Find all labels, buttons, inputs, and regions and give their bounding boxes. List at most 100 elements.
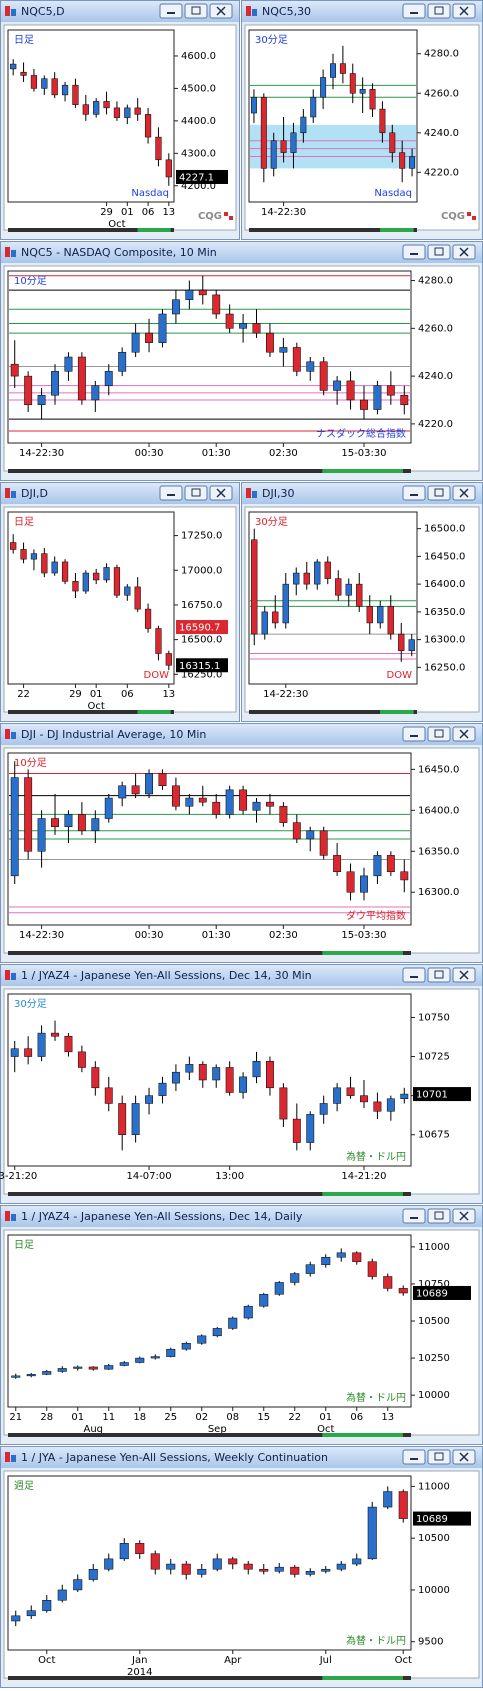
window-title: DJI,D: [21, 487, 48, 500]
scroll-bar[interactable]: [8, 228, 174, 232]
candle-body: [131, 1103, 140, 1135]
maximize-button[interactable]: [427, 1208, 451, 1224]
button-glyph: [167, 12, 175, 14]
candle-body: [26, 1374, 36, 1377]
maximize-button[interactable]: [427, 1449, 451, 1465]
x-tick-label: 14-22:30: [19, 930, 64, 941]
scroll-bar[interactable]: [8, 469, 411, 473]
minimize-button[interactable]: [159, 485, 183, 501]
minimize-button[interactable]: [402, 967, 426, 983]
logo: CQG: [441, 211, 465, 222]
candle-body: [93, 572, 100, 581]
scroll-bar[interactable]: [249, 710, 417, 714]
title-bar: [1, 724, 482, 745]
candle-body: [135, 1543, 145, 1554]
candle-body: [88, 1366, 98, 1370]
candle-body: [145, 332, 153, 343]
app-icon: [5, 488, 10, 498]
candle-body: [91, 385, 100, 401]
scroll-bar[interactable]: [8, 710, 174, 714]
minimize-button[interactable]: [402, 726, 426, 742]
candle-body: [212, 1558, 222, 1570]
price-tag-label: 10701: [416, 1090, 448, 1101]
maximize-button[interactable]: [427, 726, 451, 742]
scroll-thumb[interactable]: [137, 710, 171, 714]
candle-body: [93, 101, 100, 115]
app-icon: [11, 1455, 16, 1462]
candle-body: [20, 549, 27, 560]
candle-body: [228, 1317, 238, 1329]
window-title: DJI,30: [262, 487, 294, 500]
plot-area: [248, 511, 418, 685]
candle-body: [379, 108, 386, 134]
scroll-bar[interactable]: [8, 1433, 411, 1437]
maximize-button[interactable]: [427, 967, 451, 983]
app-icon: [5, 1211, 10, 1221]
scroll-thumb[interactable]: [137, 228, 171, 232]
candle-body: [266, 1060, 274, 1089]
scroll-thumb[interactable]: [322, 1676, 403, 1680]
candle-body: [250, 96, 257, 114]
y-tick-label: 4280.0: [418, 276, 453, 287]
x-tick-label: 02: [195, 1412, 208, 1423]
scroll-thumb[interactable]: [322, 1433, 403, 1437]
minimize-button[interactable]: [402, 1449, 426, 1465]
scroll-bar[interactable]: [249, 228, 417, 232]
candle-body: [198, 797, 207, 803]
candle-body: [158, 1082, 167, 1096]
candle-body: [386, 385, 395, 396]
candle-body: [225, 1067, 234, 1093]
scroll-thumb[interactable]: [322, 951, 403, 955]
minimize-button[interactable]: [402, 485, 426, 501]
candle-body: [300, 116, 307, 134]
window-title: 1 / JYA - Japanese Yen-All Sessions, Wee…: [21, 1451, 328, 1464]
chart-note: 30分足: [255, 516, 288, 528]
candle-body: [306, 361, 315, 372]
scroll-thumb[interactable]: [322, 469, 403, 473]
candle-body: [26, 1610, 36, 1617]
candle-body: [336, 1563, 346, 1570]
y-tick-label: 10675: [418, 1130, 450, 1141]
candle-body: [11, 1375, 21, 1378]
x-tick-label: 00:30: [135, 448, 164, 459]
scroll-thumb[interactable]: [380, 710, 414, 714]
y-tick-label: 16450.0: [418, 764, 459, 775]
candle-body: [260, 96, 267, 169]
scroll-bar[interactable]: [8, 1676, 411, 1680]
y-tick-label: 4300.0: [181, 148, 216, 159]
button-glyph: [459, 247, 469, 257]
candle-body: [212, 294, 221, 315]
candle-body: [373, 855, 382, 877]
candle-body: [24, 375, 33, 406]
scroll-thumb[interactable]: [380, 228, 414, 232]
y-tick-label: 10500: [418, 1533, 450, 1544]
scroll-bar[interactable]: [8, 1192, 411, 1196]
maximize-button[interactable]: [427, 485, 451, 501]
candle-body: [10, 63, 17, 70]
x-tick-label: 14-07:00: [126, 1171, 171, 1182]
candle-body: [61, 561, 69, 582]
minimize-button[interactable]: [402, 1208, 426, 1224]
candle-body: [383, 1276, 393, 1289]
minimize-button[interactable]: [159, 3, 183, 19]
minimize-button[interactable]: [402, 244, 426, 260]
candle-body: [41, 553, 48, 574]
maximize-button[interactable]: [184, 485, 208, 501]
chart-note: Nasdaq: [374, 188, 412, 199]
y-tick-label: 4260.0: [418, 323, 453, 334]
candle-body: [144, 114, 152, 138]
candle-body: [239, 789, 248, 811]
button-glyph: [191, 488, 201, 497]
app-icon: [11, 732, 16, 739]
y-tick-label: 11000: [418, 1242, 450, 1253]
scroll-bar[interactable]: [8, 951, 411, 955]
minimize-button[interactable]: [402, 3, 426, 19]
maximize-button[interactable]: [184, 3, 208, 19]
maximize-button[interactable]: [427, 244, 451, 260]
window-title: NQC5,D: [21, 5, 65, 18]
button-glyph: [410, 494, 418, 496]
chart-note: 10分足: [14, 275, 47, 287]
maximize-button[interactable]: [427, 3, 451, 19]
candle-body: [399, 152, 406, 169]
scroll-thumb[interactable]: [322, 1192, 403, 1196]
